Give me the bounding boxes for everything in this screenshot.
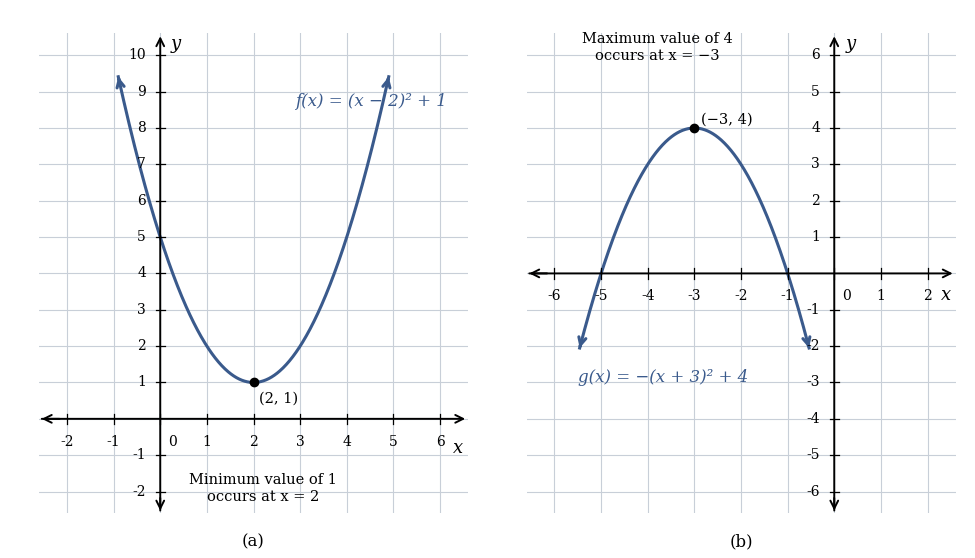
Text: f(x) = (x − 2)² + 1: f(x) = (x − 2)² + 1 <box>295 93 448 110</box>
Text: -1: -1 <box>781 289 795 303</box>
Text: -4: -4 <box>806 412 820 426</box>
Text: 2: 2 <box>250 435 257 449</box>
Text: -5: -5 <box>595 289 607 303</box>
Text: -2: -2 <box>806 339 820 353</box>
Text: (b): (b) <box>729 533 753 550</box>
Text: 4: 4 <box>342 435 351 449</box>
Text: 1: 1 <box>203 435 212 449</box>
Text: -4: -4 <box>641 289 654 303</box>
Text: g(x) = −(x + 3)² + 4: g(x) = −(x + 3)² + 4 <box>578 369 748 387</box>
Text: x: x <box>453 439 463 457</box>
Text: 5: 5 <box>389 435 398 449</box>
Text: 6: 6 <box>137 194 146 208</box>
Text: -2: -2 <box>734 289 748 303</box>
Text: 6: 6 <box>436 435 445 449</box>
Text: -1: -1 <box>133 448 146 462</box>
Text: 1: 1 <box>811 230 820 244</box>
Text: 1: 1 <box>877 289 885 303</box>
Text: (a): (a) <box>242 533 265 550</box>
Text: 2: 2 <box>811 194 820 208</box>
Text: -5: -5 <box>806 448 820 462</box>
Text: -2: -2 <box>60 435 74 449</box>
Text: Maximum value of 4
occurs at x = −3: Maximum value of 4 occurs at x = −3 <box>582 32 732 62</box>
Text: -3: -3 <box>687 289 701 303</box>
Text: 5: 5 <box>811 85 820 99</box>
Text: 8: 8 <box>137 121 146 135</box>
Text: (2, 1): (2, 1) <box>259 392 298 406</box>
Text: y: y <box>846 35 856 54</box>
Text: -6: -6 <box>548 289 562 303</box>
Text: 7: 7 <box>137 157 146 171</box>
Text: -1: -1 <box>107 435 121 449</box>
Text: (−3, 4): (−3, 4) <box>701 112 753 126</box>
Text: -2: -2 <box>133 484 146 498</box>
Text: 3: 3 <box>811 157 820 171</box>
Text: 3: 3 <box>137 303 146 317</box>
Text: 10: 10 <box>129 49 146 62</box>
Text: 9: 9 <box>137 85 146 99</box>
Text: -3: -3 <box>806 376 820 389</box>
Text: 0: 0 <box>168 435 176 449</box>
Text: 6: 6 <box>811 49 820 62</box>
Text: 1: 1 <box>137 376 146 389</box>
Text: 3: 3 <box>295 435 304 449</box>
Text: 4: 4 <box>137 266 146 281</box>
Text: y: y <box>171 35 180 54</box>
Text: 4: 4 <box>811 121 820 135</box>
Text: Minimum value of 1
occurs at x = 2: Minimum value of 1 occurs at x = 2 <box>189 473 336 503</box>
Text: -6: -6 <box>806 484 820 498</box>
Text: x: x <box>941 286 951 304</box>
Text: -1: -1 <box>806 303 820 317</box>
Text: 0: 0 <box>841 289 850 303</box>
Text: 2: 2 <box>137 339 146 353</box>
Text: 2: 2 <box>923 289 932 303</box>
Text: 5: 5 <box>137 230 146 244</box>
